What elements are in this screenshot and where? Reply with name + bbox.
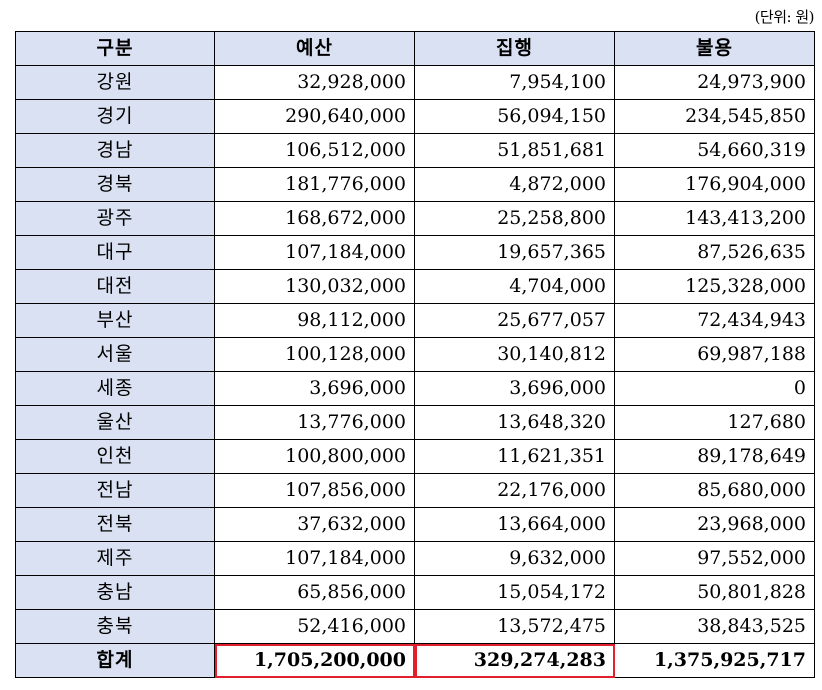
region-cell: 광주	[15, 201, 215, 236]
region-cell: 인천	[15, 439, 215, 474]
budget-cell: 107,184,000	[214, 235, 415, 270]
region-cell: 세종	[15, 371, 215, 406]
budget-cell: 100,800,000	[214, 439, 415, 474]
region-cell: 충북	[15, 609, 215, 644]
unused-cell: 176,904,000	[614, 167, 815, 202]
budget-cell: 130,032,000	[214, 269, 415, 304]
unused-cell: 97,552,000	[614, 541, 815, 576]
header-category: 구분	[15, 31, 215, 66]
budget-cell: 98,112,000	[214, 303, 415, 338]
budget-cell: 290,640,000	[214, 99, 415, 134]
table-row: 전남 107,856,000 22,176,000 85,680,000	[15, 473, 815, 508]
unused-cell: 50,801,828	[614, 575, 815, 610]
budget-cell: 13,776,000	[214, 405, 415, 440]
region-cell: 경북	[15, 167, 215, 202]
region-cell: 전남	[15, 473, 215, 508]
unused-cell: 85,680,000	[614, 473, 815, 508]
region-cell: 부산	[15, 303, 215, 338]
budget-cell: 107,856,000	[214, 473, 415, 508]
unused-cell: 69,987,188	[614, 337, 815, 372]
unused-cell: 0	[614, 371, 815, 406]
executed-cell: 13,572,475	[414, 609, 615, 644]
region-cell: 경기	[15, 99, 215, 134]
unused-cell: 24,973,900	[614, 65, 815, 100]
budget-cell: 65,856,000	[214, 575, 415, 610]
table-row: 대전 130,032,000 4,704,000 125,328,000	[15, 269, 815, 304]
executed-cell: 25,258,800	[414, 201, 615, 236]
table-row: 충남 65,856,000 15,054,172 50,801,828	[15, 575, 815, 610]
unused-cell: 125,328,000	[614, 269, 815, 304]
unused-cell: 23,968,000	[614, 507, 815, 542]
table-row: 제주 107,184,000 9,632,000 97,552,000	[15, 541, 815, 576]
budget-cell: 37,632,000	[214, 507, 415, 542]
region-cell: 제주	[15, 541, 215, 576]
total-unused-cell: 1,375,925,717	[614, 643, 815, 678]
executed-cell: 9,632,000	[414, 541, 615, 576]
executed-cell: 13,648,320	[414, 405, 615, 440]
header-executed: 집행	[414, 31, 615, 66]
budget-cell: 3,696,000	[214, 371, 415, 406]
unused-cell: 143,413,200	[614, 201, 815, 236]
table-row: 경북 181,776,000 4,872,000 176,904,000	[15, 167, 815, 202]
budget-cell: 100,128,000	[214, 337, 415, 372]
region-cell: 충남	[15, 575, 215, 610]
unused-cell: 89,178,649	[614, 439, 815, 474]
budget-cell: 181,776,000	[214, 167, 415, 202]
executed-cell: 22,176,000	[414, 473, 615, 508]
executed-cell: 15,054,172	[414, 575, 615, 610]
budget-cell: 52,416,000	[214, 609, 415, 644]
executed-cell: 30,140,812	[414, 337, 615, 372]
unused-cell: 54,660,319	[614, 133, 815, 168]
table-row: 전북 37,632,000 13,664,000 23,968,000	[15, 507, 815, 542]
executed-cell: 51,851,681	[414, 133, 615, 168]
header-row: 구분 예산 집행 불용	[15, 31, 815, 66]
table-row: 경기 290,640,000 56,094,150 234,545,850	[15, 99, 815, 134]
executed-cell: 19,657,365	[414, 235, 615, 270]
table-row: 울산 13,776,000 13,648,320 127,680	[15, 405, 815, 440]
executed-cell: 13,664,000	[414, 507, 615, 542]
region-cell: 울산	[15, 405, 215, 440]
total-budget-cell: 1,705,200,000	[214, 643, 415, 678]
table-row: 서울 100,128,000 30,140,812 69,987,188	[15, 337, 815, 372]
region-cell: 경남	[15, 133, 215, 168]
table-row: 강원 32,928,000 7,954,100 24,973,900	[15, 65, 815, 100]
table-row: 충북 52,416,000 13,572,475 38,843,525	[15, 609, 815, 644]
total-executed-cell: 329,274,283	[414, 643, 615, 678]
region-cell: 대구	[15, 235, 215, 270]
table-row: 대구 107,184,000 19,657,365 87,526,635	[15, 235, 815, 270]
budget-cell: 106,512,000	[214, 133, 415, 168]
budget-cell: 168,672,000	[214, 201, 415, 236]
table-row: 경남 106,512,000 51,851,681 54,660,319	[15, 133, 815, 168]
executed-cell: 3,696,000	[414, 371, 615, 406]
unused-cell: 127,680	[614, 405, 815, 440]
budget-table: 구분 예산 집행 불용 강원 32,928,000 7,954,100 24,9…	[15, 31, 815, 678]
unit-note: (단위: 원)	[754, 8, 815, 26]
table-row: 인천 100,800,000 11,621,351 89,178,649	[15, 439, 815, 474]
total-row: 합계 1,705,200,000 329,274,283 1,375,925,7…	[15, 643, 815, 678]
executed-cell: 56,094,150	[414, 99, 615, 134]
region-cell: 대전	[15, 269, 215, 304]
region-cell: 강원	[15, 65, 215, 100]
table-row: 부산 98,112,000 25,677,057 72,434,943	[15, 303, 815, 338]
header-unused: 불용	[614, 31, 815, 66]
table-row: 광주 168,672,000 25,258,800 143,413,200	[15, 201, 815, 236]
unused-cell: 87,526,635	[614, 235, 815, 270]
unused-cell: 38,843,525	[614, 609, 815, 644]
executed-cell: 7,954,100	[414, 65, 615, 100]
budget-cell: 107,184,000	[214, 541, 415, 576]
unused-cell: 234,545,850	[614, 99, 815, 134]
executed-cell: 11,621,351	[414, 439, 615, 474]
table-row: 세종 3,696,000 3,696,000 0	[15, 371, 815, 406]
budget-cell: 32,928,000	[214, 65, 415, 100]
executed-cell: 4,872,000	[414, 167, 615, 202]
executed-cell: 25,677,057	[414, 303, 615, 338]
region-cell: 서울	[15, 337, 215, 372]
total-label: 합계	[15, 643, 215, 678]
header-budget: 예산	[214, 31, 415, 66]
region-cell: 전북	[15, 507, 215, 542]
unused-cell: 72,434,943	[614, 303, 815, 338]
executed-cell: 4,704,000	[414, 269, 615, 304]
